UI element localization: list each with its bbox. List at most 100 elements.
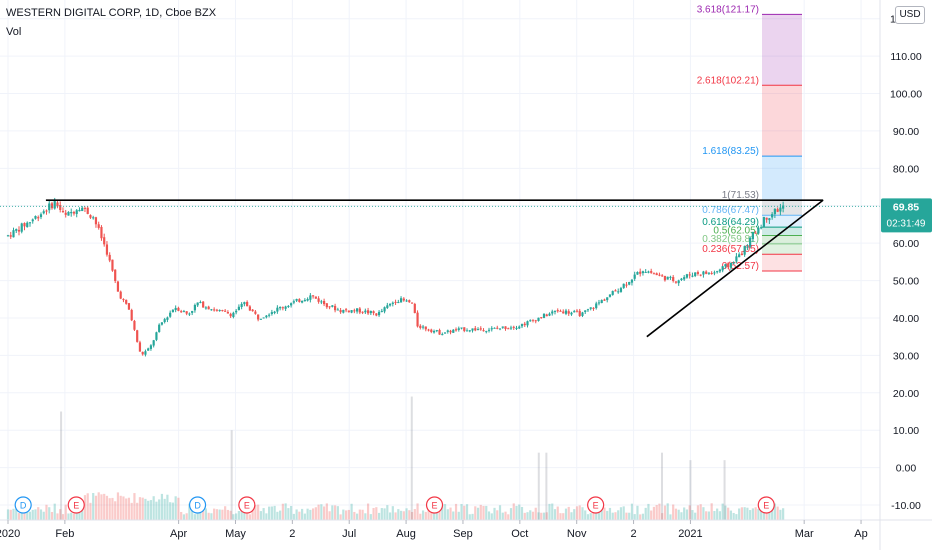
candle-body xyxy=(743,246,746,255)
candle-body xyxy=(347,310,350,313)
candle-body xyxy=(485,331,488,333)
earnings-marker xyxy=(238,496,256,514)
volume-bar xyxy=(45,504,48,520)
volume-bar xyxy=(652,506,656,520)
volume-bar xyxy=(199,506,202,520)
candle-body xyxy=(457,328,460,330)
volume-bar xyxy=(262,508,265,520)
volume-bar xyxy=(188,503,191,520)
volume-bar xyxy=(309,509,312,520)
candle-body xyxy=(537,317,540,321)
volume-bar xyxy=(391,506,394,520)
candle-body xyxy=(78,209,81,212)
volume-bar xyxy=(529,510,532,520)
price-tick-label: 80.00 xyxy=(893,163,919,175)
volume-indicator-label[interactable]: Vol xyxy=(6,26,22,38)
volume-bar xyxy=(92,492,95,520)
time-tick-label: 2021 xyxy=(678,528,702,540)
candle-body xyxy=(636,272,639,275)
volume-spike xyxy=(60,411,63,520)
fib-extension[interactable]: 0(52.57) 0.236(57.05)0.382(59.81)0.5(62.0… xyxy=(697,4,802,272)
candle-body xyxy=(432,331,436,333)
volume-bar xyxy=(421,510,425,520)
volume-bar xyxy=(259,511,262,520)
volume-bar xyxy=(427,504,430,520)
event-marker-letter: E xyxy=(432,501,438,511)
volume-bar xyxy=(523,512,526,520)
volume-bar xyxy=(276,511,279,520)
currency-button[interactable]: USD xyxy=(895,6,925,24)
price-axis[interactable]: -10.00 0.00 10.00 20.00 30.00 40.00 50.00 60.00… xyxy=(879,0,922,550)
volume-bar xyxy=(89,502,92,520)
candle-body xyxy=(243,302,246,305)
trend-drawings[interactable] xyxy=(0,199,880,338)
volume-bar xyxy=(292,513,295,520)
candle-body xyxy=(732,262,735,264)
volume-bar xyxy=(100,494,103,520)
time-axis[interactable]: 2020 Feb Apr May 2 Jul Aug Sep Oct Nov 2 2021 Mar Ap xyxy=(0,519,932,540)
candle-body xyxy=(248,306,251,311)
volume-bar xyxy=(570,512,573,520)
candle-body xyxy=(490,328,493,330)
candle-body xyxy=(257,314,260,320)
volume-bar xyxy=(482,505,485,520)
candle-body xyxy=(512,326,515,328)
volume-bar xyxy=(619,507,623,520)
candle-body xyxy=(443,332,447,334)
price-tick-label: 60.00 xyxy=(893,238,919,250)
candle-body xyxy=(251,309,254,312)
fib-level-label: 1(71.53) xyxy=(722,190,759,201)
candle-body xyxy=(399,298,403,303)
candle-body xyxy=(413,303,416,313)
volume-bar xyxy=(416,503,419,520)
candle-body xyxy=(496,327,499,329)
candle-body xyxy=(177,307,180,311)
volume-bar xyxy=(149,500,153,520)
candle-body xyxy=(419,325,422,328)
volume-bar xyxy=(556,506,559,520)
volume-bar xyxy=(738,508,741,520)
candle-body xyxy=(136,330,139,342)
candle-body xyxy=(119,291,122,299)
price-tick-label: 30.00 xyxy=(893,350,919,362)
price-tick-label: 40.00 xyxy=(893,313,919,325)
candle-body xyxy=(9,235,12,237)
last-price-badge: 69.85 02:31:49 xyxy=(881,198,932,233)
earnings-marker xyxy=(587,496,605,514)
candle-body xyxy=(83,207,87,209)
candle-body xyxy=(650,271,653,273)
volume-bar xyxy=(501,512,504,520)
volume-bar xyxy=(419,513,422,520)
candle-body xyxy=(702,271,705,275)
candle-body xyxy=(70,212,73,214)
candle-body xyxy=(301,300,304,303)
volume-bar xyxy=(136,502,139,520)
volume-bar xyxy=(281,503,284,520)
candle-body xyxy=(284,306,287,309)
candle-body xyxy=(408,300,411,303)
volume-bar xyxy=(410,512,414,520)
volume-bar xyxy=(177,497,180,520)
volume-bar xyxy=(691,510,694,520)
candle-body xyxy=(103,237,106,245)
volume-bar xyxy=(301,508,304,520)
candle-body xyxy=(545,314,548,317)
volume-bar xyxy=(133,493,136,520)
fib-level-label: 3.618(121.17) xyxy=(697,4,759,15)
volume-bar xyxy=(111,497,114,520)
volume-bar xyxy=(710,503,713,520)
fib-level-label: 0.5(62.05) xyxy=(713,225,759,236)
candle-body xyxy=(691,275,694,277)
event-marker-letter: D xyxy=(194,501,201,511)
candle-body xyxy=(92,217,95,219)
volume-bar xyxy=(408,510,411,520)
candle-body xyxy=(388,303,392,306)
volume-bar xyxy=(622,506,625,520)
candle-body xyxy=(364,310,367,313)
time-tick-label: Oct xyxy=(511,528,528,540)
volume-bar xyxy=(237,511,240,520)
candle-body xyxy=(31,219,34,222)
candle-body xyxy=(504,326,507,329)
